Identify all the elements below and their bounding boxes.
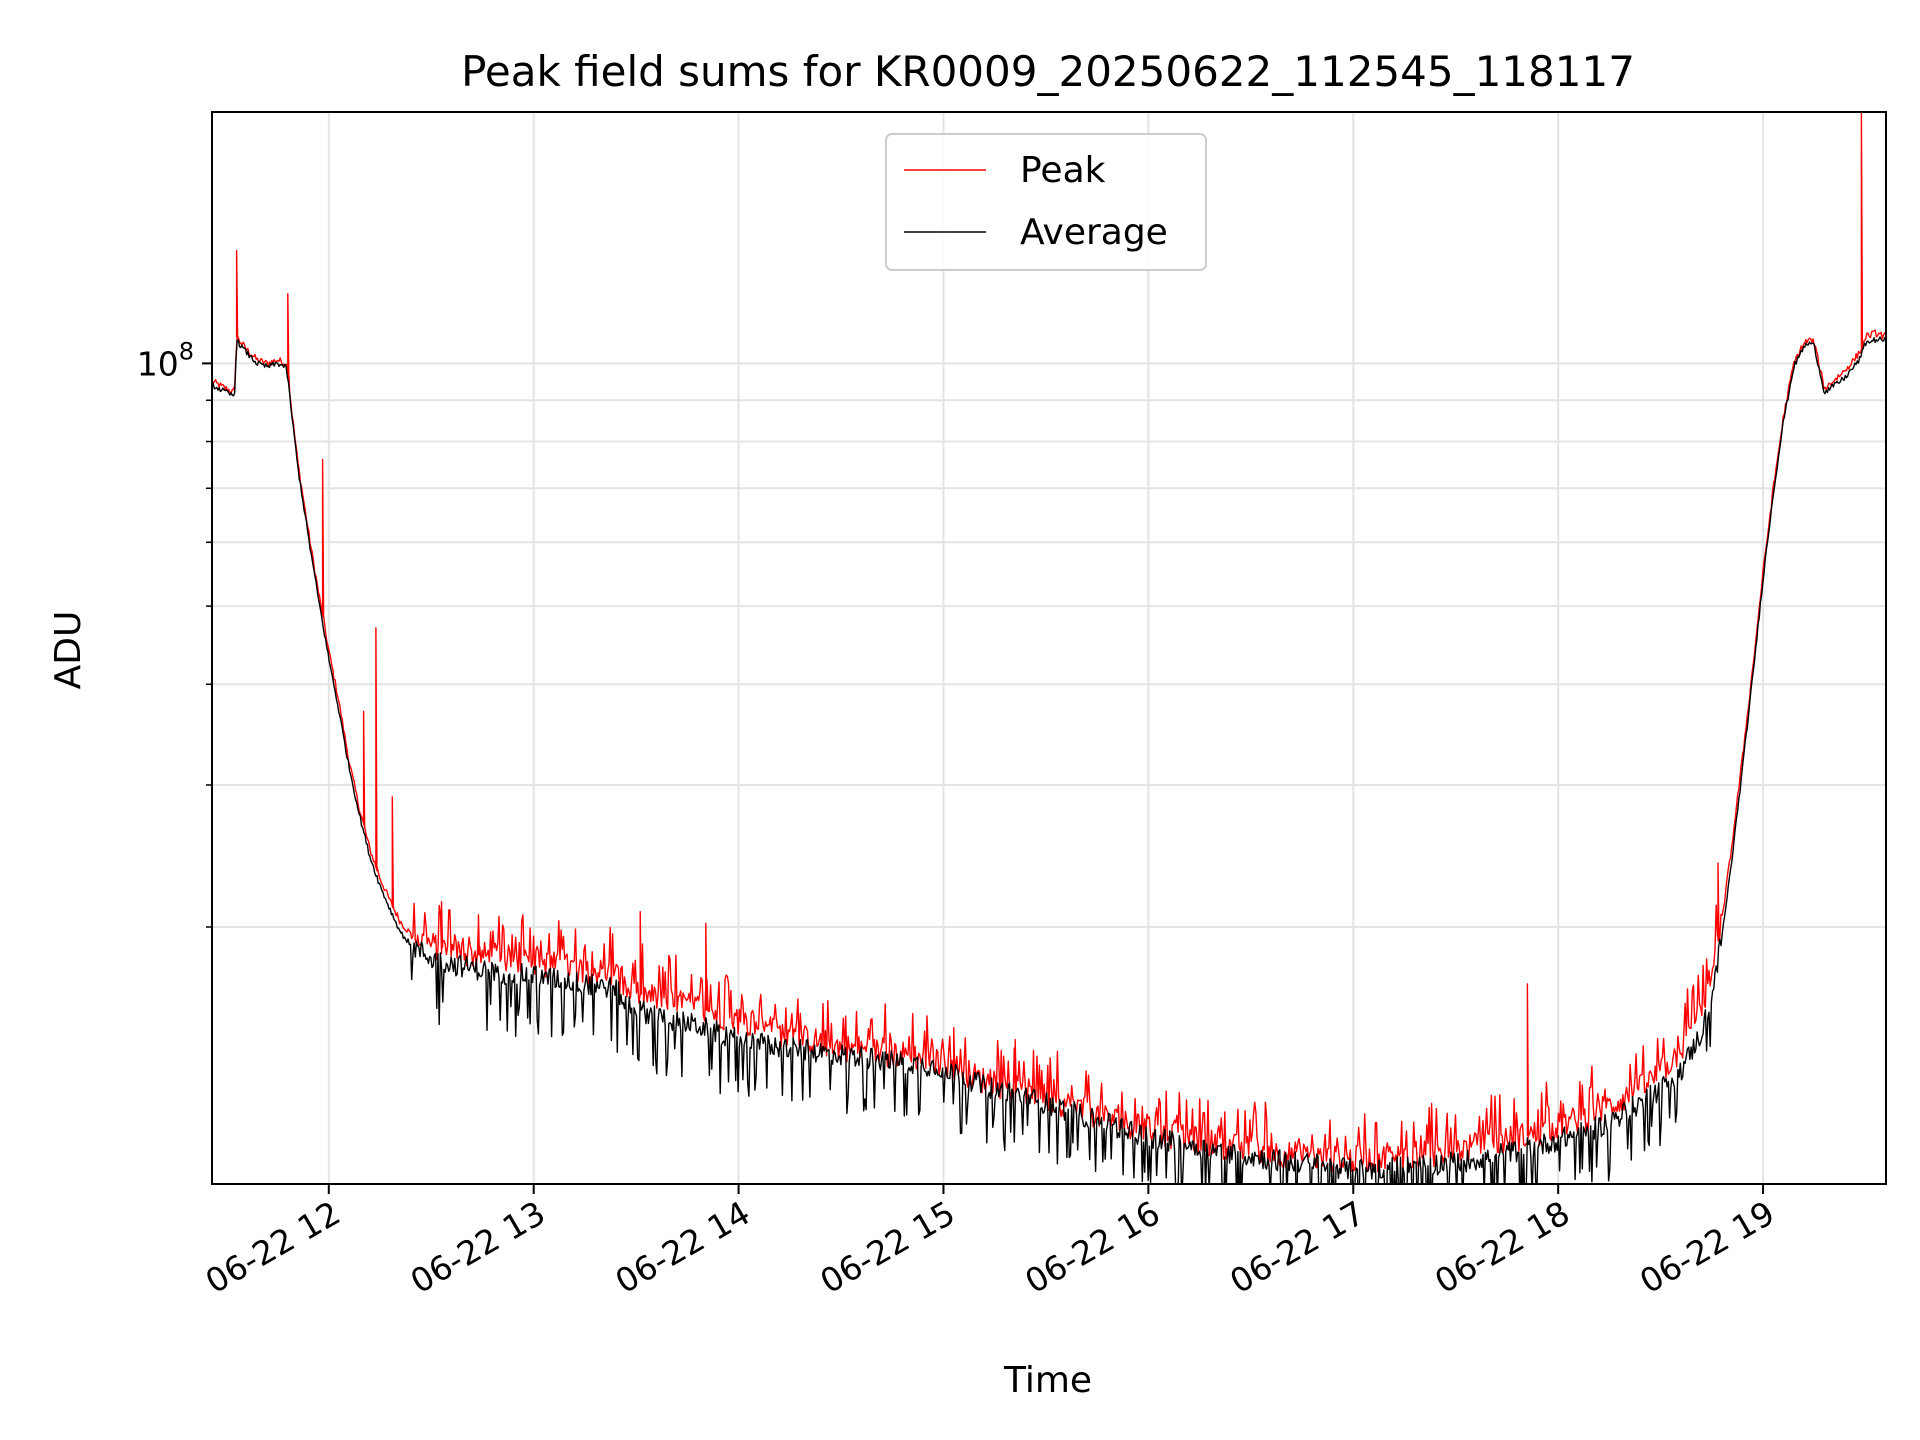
y-tick-base: 10	[137, 344, 179, 383]
legend-box	[885, 133, 1207, 271]
y-axis-label: ADU	[48, 611, 89, 690]
x-axis-label: Time	[1003, 1360, 1092, 1401]
legend-label-peak: Peak	[1020, 150, 1106, 191]
chart-title: Peak field sums for KR0009_20250622_1125…	[461, 47, 1635, 96]
y-tick-label: 108	[137, 337, 194, 383]
plot-frame	[211, 111, 1887, 1185]
y-axis: 108	[137, 337, 212, 928]
series-line-average	[212, 336, 1886, 1184]
grid	[212, 112, 1886, 1184]
series-line-peak	[212, 112, 1886, 1174]
series-group	[212, 112, 1886, 1184]
plot-area	[212, 112, 1886, 1184]
legend-label-average: Average	[1020, 212, 1168, 253]
y-tick-exponent: 8	[179, 337, 194, 365]
legend: Peak Average	[885, 133, 1207, 271]
